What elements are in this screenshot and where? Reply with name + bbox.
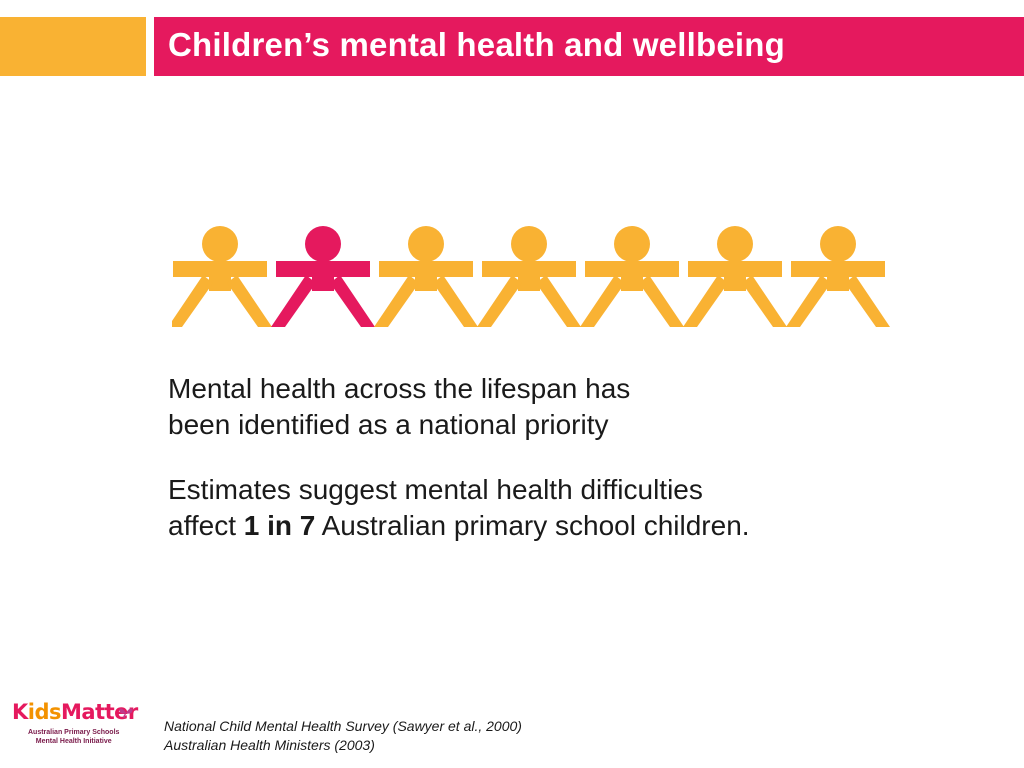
- references: National Child Mental Health Survey (Saw…: [164, 717, 522, 755]
- priority-line-1: Mental health across the lifespan has: [168, 373, 631, 404]
- slide-title: Children’s mental health and wellbeing: [168, 26, 785, 63]
- butterfly-icon: [119, 708, 133, 719]
- child-figure: [374, 226, 478, 327]
- logo-letter-k: K: [12, 700, 28, 724]
- estimate-ratio: 1 in 7: [243, 510, 316, 541]
- estimate-line-2-post: Australian primary school children.: [315, 510, 750, 541]
- estimate-line-2-pre: affect: [168, 510, 244, 541]
- priority-paragraph: Mental health across the lifespan has be…: [168, 371, 768, 443]
- child-figure: [683, 226, 787, 327]
- logo-sub-line-1: Australian Primary Schools: [28, 729, 120, 736]
- priority-line-2: been identified as a national priority: [168, 409, 609, 440]
- reference-1: National Child Mental Health Survey (Saw…: [164, 718, 522, 734]
- logo-sub-line-2: Mental Health Initiative: [35, 738, 112, 745]
- estimate-paragraph: Estimates suggest mental health difficul…: [168, 472, 968, 544]
- logo-subtitle: Australian Primary Schools Mental Health…: [28, 728, 119, 746]
- logo-wordmark: KidsMatter: [12, 700, 138, 724]
- paper-doll-figures: [172, 226, 890, 327]
- child-figure: [786, 226, 890, 327]
- header-title-bar: Children’s mental health and wellbeing: [154, 17, 1024, 76]
- logo-ids: ids: [27, 700, 62, 724]
- child-figure: [477, 226, 581, 327]
- child-figure: [172, 226, 272, 327]
- reference-2: Australian Health Ministers (2003): [164, 737, 375, 753]
- header-orange-block: [0, 17, 146, 76]
- estimate-line-1: Estimates suggest mental health difficul…: [168, 474, 703, 505]
- child-figure: [580, 226, 684, 327]
- kidsmatter-logo: KidsMatter Australian Primary Schools Me…: [12, 700, 142, 762]
- highlighted-child-figure: [271, 226, 375, 327]
